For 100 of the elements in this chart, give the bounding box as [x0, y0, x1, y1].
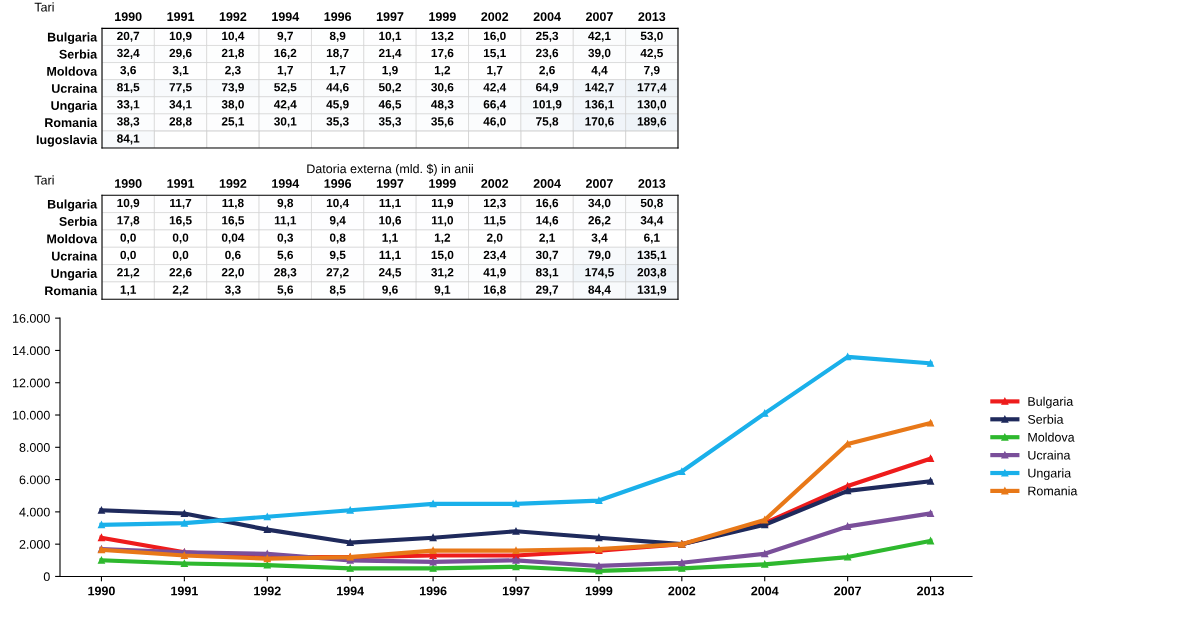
data-label: 9,1: [434, 285, 451, 296]
data-label: 52,5: [274, 83, 297, 94]
data-label: 24,5: [378, 268, 402, 279]
data-label: 26,2: [588, 216, 611, 227]
data-label: 30,6: [431, 83, 454, 94]
point: [761, 560, 769, 568]
data-label: 23,6: [536, 48, 559, 59]
y-tick-label: 16.000: [13, 313, 50, 323]
data-label: 9,5: [329, 250, 346, 261]
data-label: 31,2: [431, 268, 454, 279]
data-label: 73,9: [221, 83, 244, 94]
point: [429, 547, 437, 555]
point: [761, 550, 769, 558]
y-tick-label: Ungaria: [51, 100, 98, 113]
point: [844, 522, 852, 530]
point: [180, 560, 188, 568]
data-label: 1,1: [382, 233, 398, 244]
x-tick-label: 2002: [481, 12, 509, 22]
data-label: 38,0: [221, 100, 244, 111]
point: [512, 547, 520, 555]
data-label: 170,6: [585, 117, 614, 128]
data-label: 46,0: [483, 117, 506, 128]
point: [844, 487, 852, 495]
data-label: 12,3: [483, 198, 506, 209]
point: [429, 564, 437, 572]
data-label: 9,7: [277, 31, 293, 42]
data-label: 44,6: [326, 83, 349, 94]
legend-label: Serbia: [1027, 414, 1064, 424]
data-label: 11,9: [431, 198, 454, 209]
data-label: 11,0: [431, 216, 454, 227]
data-label: 77,5: [169, 83, 192, 94]
data-label: 5,6: [277, 285, 294, 296]
point: [263, 526, 271, 534]
data-label: 174,5: [585, 268, 614, 279]
point: [97, 506, 105, 514]
data-label: 50,2: [378, 83, 402, 94]
legend-label: Moldova: [1028, 432, 1075, 442]
x-tick-label: 1997: [376, 179, 404, 188]
data-label: 79,0: [588, 250, 611, 261]
data-label: 0,0: [172, 250, 189, 261]
x-tick-label: 2002: [668, 586, 696, 596]
y-tick-label: Iugoslavia: [36, 134, 98, 147]
point: [678, 468, 686, 475]
x-tick-label: 1999: [429, 12, 456, 22]
data-label: 135,1: [637, 250, 667, 261]
data-label: 45,9: [326, 100, 349, 111]
data-label: 84,4: [588, 285, 611, 296]
data-label: 41,9: [483, 268, 506, 279]
legend-label: Ungaria: [1028, 468, 1072, 480]
data-label: 9,6: [382, 285, 398, 296]
data-label: 2,2: [172, 285, 189, 296]
x-tick-label: 1992: [254, 586, 281, 596]
data-label: 81,5: [117, 83, 140, 94]
y-axis-title: Tari: [34, 175, 54, 185]
data-label: 1,2: [434, 65, 451, 76]
data-label: 8,5: [329, 285, 346, 296]
data-label: 50,8: [640, 198, 663, 209]
data-label: 46,5: [378, 100, 402, 111]
data-label: 4,4: [591, 66, 608, 76]
y-tick-label: Bulgaria: [47, 199, 98, 212]
data-label: 10,6: [379, 216, 402, 227]
data-label: 3,6: [120, 65, 136, 76]
x-tick-label: 1994: [337, 586, 365, 596]
data-label: 10,4: [326, 198, 350, 209]
data-label: 35,6: [431, 117, 454, 128]
data-label: 11,5: [484, 216, 506, 227]
point: [678, 559, 686, 567]
y-tick-label: Ungaria: [51, 268, 98, 281]
data-label: 130,0: [637, 100, 667, 111]
data-label: 30,7: [535, 250, 559, 261]
y-tick-label: 12.000: [13, 378, 50, 388]
data-label: 10,1: [379, 31, 402, 42]
y-tick-label: Ucraina: [52, 83, 98, 93]
data-label: 39,0: [588, 48, 611, 59]
data-label: 189,6: [637, 117, 667, 128]
data-label: 35,3: [378, 117, 402, 128]
x-tick-label: 2004: [751, 586, 779, 596]
point: [927, 477, 935, 485]
data-label: 34,1: [169, 100, 192, 111]
x-tick-label: 1991: [171, 586, 198, 596]
point: [844, 553, 852, 561]
data-label: 15,0: [431, 250, 454, 261]
data-label: 6,1: [644, 233, 660, 244]
data-label: 5,6: [277, 250, 294, 261]
data-label: 0,04: [221, 233, 245, 244]
legend-label: Bulgaria: [1028, 396, 1074, 409]
point: [429, 534, 437, 542]
data-label: 10,9: [117, 198, 140, 209]
data-label: 42,5: [640, 48, 663, 59]
line-series: [97, 419, 935, 563]
x-tick-label: 1996: [419, 586, 447, 596]
x-tick-label: 1997: [376, 12, 404, 22]
data-label: 29,7: [536, 285, 559, 296]
point: [927, 359, 935, 367]
data-label: 11,1: [274, 216, 297, 227]
x-tick-label: 2013: [638, 12, 666, 22]
x-tick-label: 1991: [167, 12, 195, 22]
y-tick-label: 10.000: [13, 410, 50, 420]
data-label: 34,4: [640, 216, 664, 227]
x-tick-label: 1999: [429, 179, 456, 188]
